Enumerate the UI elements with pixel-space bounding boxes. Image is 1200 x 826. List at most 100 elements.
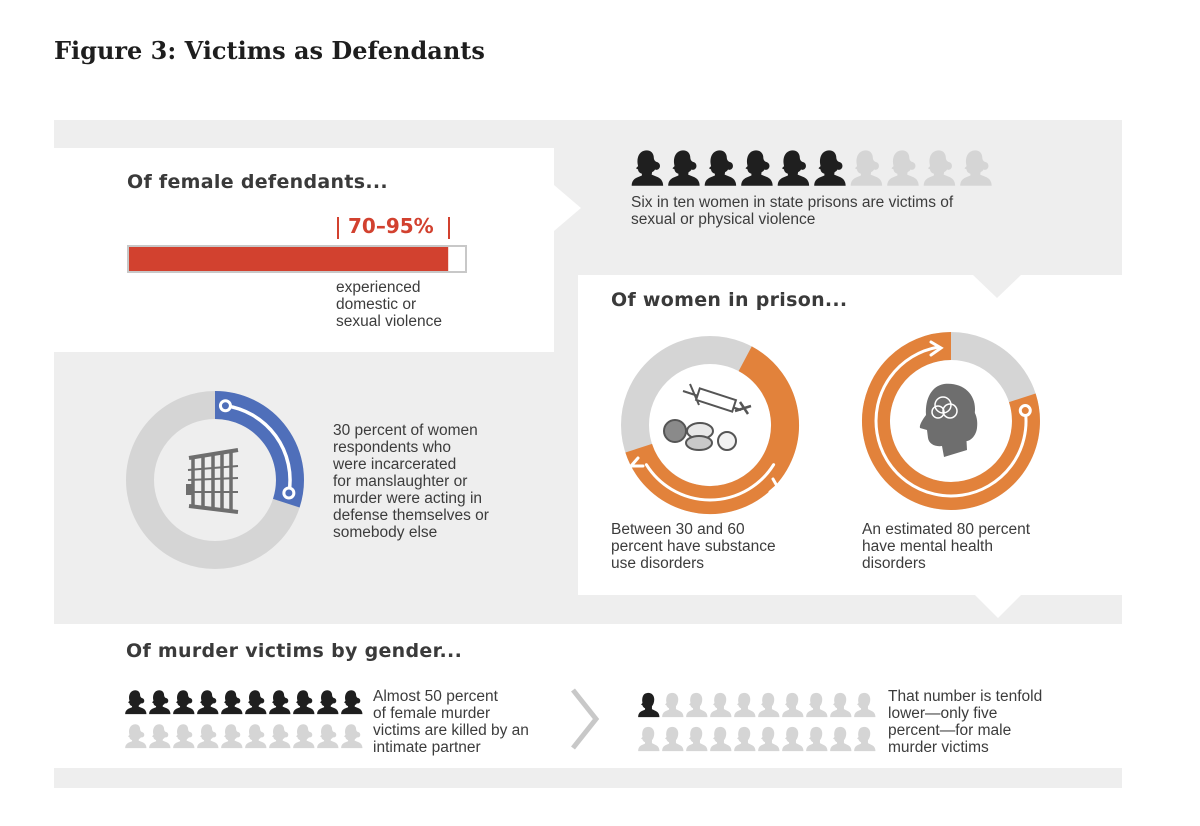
text-line: sexual violence <box>336 313 442 330</box>
man-head-icon-empty <box>806 692 828 718</box>
text-line: respondents who <box>333 439 452 456</box>
man-head-icon-filled <box>638 692 660 718</box>
state-prisons-text: Six in ten women in state prisons are vi… <box>631 194 953 228</box>
woman-head-icon-empty <box>269 724 291 749</box>
woman-head-icon-empty <box>221 724 243 749</box>
text-line: Between 30 and 60 <box>611 521 745 538</box>
man-head-icon-empty <box>710 726 732 752</box>
text-line: disorders <box>862 555 926 572</box>
man-head-icon-empty <box>782 692 804 718</box>
woman-head-icon-filled <box>269 690 291 715</box>
male-murder-victims-pictograph <box>638 692 876 752</box>
woman-head-icon-filled <box>341 690 363 715</box>
text-line: sexual or physical violence <box>631 211 816 228</box>
man-head-icon-empty <box>758 726 780 752</box>
panel-pointers <box>554 185 1021 618</box>
woman-head-icon-empty <box>293 724 315 749</box>
text-line: murder victims <box>888 739 989 756</box>
text-line: intimate partner <box>373 739 481 756</box>
man-head-icon-empty <box>734 692 756 718</box>
woman-head-icon-filled <box>293 690 315 715</box>
chevron-right-icon <box>571 688 600 750</box>
substance-text: Between 30 and 60 percent have substance… <box>611 521 776 572</box>
murder-victims-title: Of murder victims by gender... <box>126 640 463 662</box>
text-line: That number is tenfold <box>888 688 1043 705</box>
man-head-icon-empty <box>710 692 732 718</box>
man-head-icon-empty <box>638 726 660 752</box>
man-head-icon-empty <box>782 726 804 752</box>
text-line: percent—for male <box>888 722 1012 739</box>
syringe-pills-icon <box>663 383 752 451</box>
arrowhead <box>929 340 944 357</box>
donut-arrow-track <box>644 463 776 502</box>
text-line: Six in ten women in state prisons are vi… <box>631 194 954 211</box>
woman-head-icon-empty <box>149 724 171 749</box>
man-head-icon-empty <box>734 726 756 752</box>
man-head-icon-empty <box>758 692 780 718</box>
man-head-icon-empty <box>854 692 876 718</box>
arrowhead <box>627 456 645 468</box>
female-defendants-description: experienced domestic or sexual violence <box>336 279 442 330</box>
text-line: were incarcerated <box>333 456 457 473</box>
donut-arrow-dot <box>282 486 296 500</box>
man-head-icon-empty <box>830 726 852 752</box>
women-in-prison-title: Of women in prison... <box>611 289 848 311</box>
substance-donut <box>621 336 799 515</box>
man-head-icon-empty <box>662 726 684 752</box>
text-line: An estimated 80 percent <box>862 521 1031 538</box>
text-line: for manslaughter or <box>333 473 468 490</box>
woman-head-icon-empty <box>125 724 147 749</box>
woman-head-icon-filled <box>173 690 195 715</box>
mental-health-donut <box>862 332 1040 510</box>
donut-arrow-dot <box>1018 404 1032 418</box>
man-head-icon-empty <box>854 726 876 752</box>
woman-head-icon-empty <box>341 724 363 749</box>
self-defense-donut <box>126 391 304 569</box>
panel-backgrounds <box>54 120 1122 788</box>
self-defense-text: 30 percent of women respondents who were… <box>333 422 489 541</box>
text-line: Almost 50 percent <box>373 688 498 705</box>
donut-arrow-track <box>874 345 1028 498</box>
text-line: lower—only five <box>888 705 998 722</box>
female-defendants-title: Of female defendants... <box>127 171 388 193</box>
text-line: defense themselves or <box>333 507 489 524</box>
arrowhead <box>768 477 779 494</box>
text-line: victims are killed by an <box>373 722 529 739</box>
donut-arrow-track <box>223 403 292 495</box>
text-line: percent have substance <box>611 538 776 555</box>
figure-title: Figure 3: Victims as Defendants <box>54 36 485 65</box>
woman-head-icon-empty <box>245 724 267 749</box>
man-head-icon-empty <box>686 726 708 752</box>
prison-bars-icon <box>186 448 239 514</box>
mental-health-text: An estimated 80 percent have mental heal… <box>862 521 1030 572</box>
woman-head-icon-filled <box>221 690 243 715</box>
woman-head-icon-empty <box>317 724 339 749</box>
woman-head-icon-empty <box>173 724 195 749</box>
woman-head-icon-filled <box>197 690 219 715</box>
text-line: experienced <box>336 279 421 296</box>
text-line: 30 percent of women <box>333 422 478 439</box>
female-murder-text: Almost 50 percent of female murder victi… <box>373 688 529 756</box>
woman-head-icon-filled <box>245 690 267 715</box>
man-head-icon-empty <box>806 726 828 752</box>
man-head-icon-empty <box>686 692 708 718</box>
percent-range-label: 70–95% <box>348 214 434 238</box>
woman-head-icon-filled <box>317 690 339 715</box>
bar-fill <box>129 247 449 271</box>
male-murder-text: That number is tenfold lower—only five p… <box>888 688 1042 756</box>
text-line: domestic or <box>336 296 417 313</box>
woman-head-icon-filled <box>125 690 147 715</box>
text-line: have mental health <box>862 538 993 555</box>
text-line: of female murder <box>373 705 491 722</box>
text-line: use disorders <box>611 555 705 572</box>
woman-head-icon-empty <box>197 724 219 749</box>
woman-head-icon-filled <box>149 690 171 715</box>
donut-arrow-dot <box>218 399 232 413</box>
head-profile-icon <box>919 383 978 457</box>
text-line: somebody else <box>333 524 438 541</box>
man-head-icon-empty <box>662 692 684 718</box>
man-head-icon-empty <box>830 692 852 718</box>
text-line: murder were acting in <box>333 490 483 507</box>
female-murder-victims-pictograph <box>125 690 363 749</box>
